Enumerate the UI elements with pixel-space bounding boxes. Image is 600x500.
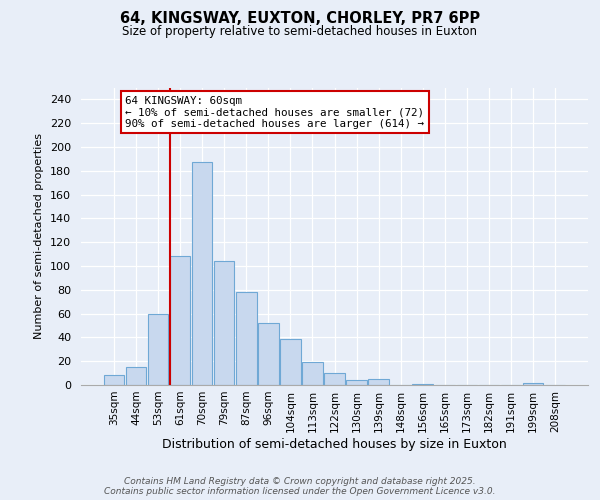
Bar bbox=[214, 261, 235, 385]
Bar bbox=[302, 362, 323, 385]
Bar bbox=[236, 292, 257, 385]
Bar bbox=[280, 338, 301, 385]
Bar bbox=[192, 162, 212, 385]
Y-axis label: Number of semi-detached properties: Number of semi-detached properties bbox=[34, 133, 44, 339]
Bar bbox=[170, 256, 190, 385]
Bar bbox=[104, 376, 124, 385]
Text: 64, KINGSWAY, EUXTON, CHORLEY, PR7 6PP: 64, KINGSWAY, EUXTON, CHORLEY, PR7 6PP bbox=[120, 11, 480, 26]
Bar bbox=[325, 373, 344, 385]
Text: 64 KINGSWAY: 60sqm
← 10% of semi-detached houses are smaller (72)
90% of semi-de: 64 KINGSWAY: 60sqm ← 10% of semi-detache… bbox=[125, 96, 424, 129]
Text: Contains HM Land Registry data © Crown copyright and database right 2025.
Contai: Contains HM Land Registry data © Crown c… bbox=[104, 476, 496, 496]
Bar bbox=[346, 380, 367, 385]
Bar bbox=[148, 314, 169, 385]
X-axis label: Distribution of semi-detached houses by size in Euxton: Distribution of semi-detached houses by … bbox=[162, 438, 507, 450]
Text: Size of property relative to semi-detached houses in Euxton: Size of property relative to semi-detach… bbox=[122, 25, 478, 38]
Bar bbox=[368, 379, 389, 385]
Bar bbox=[258, 323, 278, 385]
Bar bbox=[412, 384, 433, 385]
Bar bbox=[126, 367, 146, 385]
Bar bbox=[523, 382, 543, 385]
